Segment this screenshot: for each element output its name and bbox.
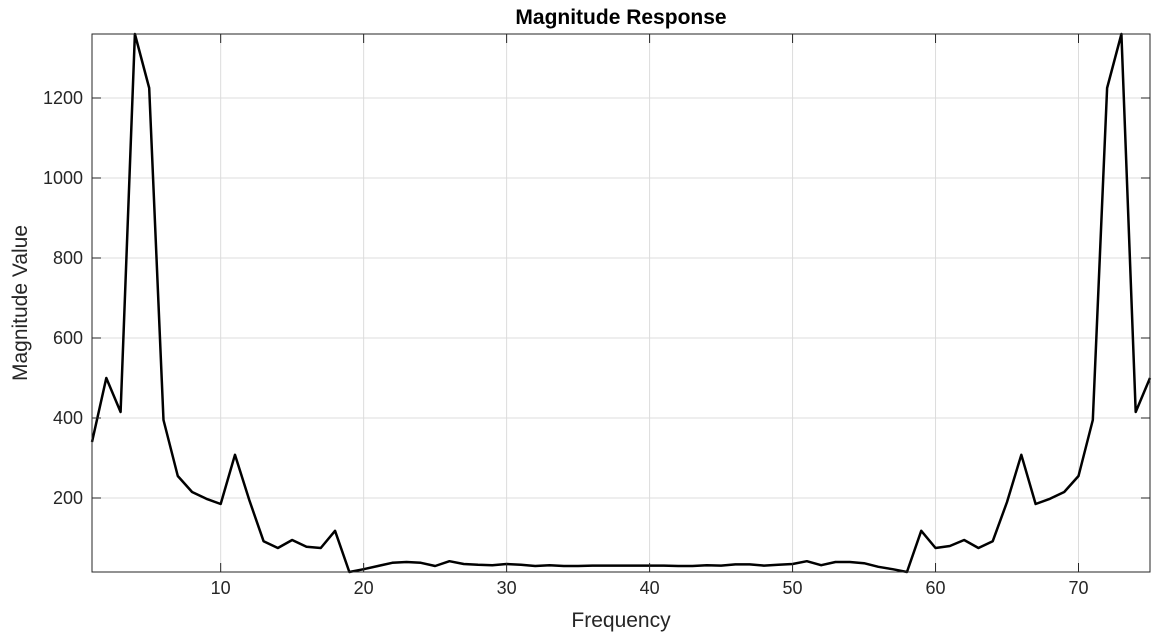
grid: [92, 34, 1150, 572]
y-axis-ticks: 200 400 600 800 1000 1200: [43, 88, 1150, 508]
plot-frame: [91, 33, 1151, 573]
x-tick-label: 30: [497, 578, 517, 598]
x-tick-label: 10: [211, 578, 231, 598]
x-tick-label: 20: [354, 578, 374, 598]
y-tick-label: 800: [53, 248, 83, 268]
y-tick-label: 200: [53, 488, 83, 508]
y-tick-label: 600: [53, 328, 83, 348]
magnitude-series-line: [90, 32, 1152, 574]
x-tick-label: 50: [783, 578, 803, 598]
x-tick-label: 60: [926, 578, 946, 598]
y-axis-label: Magnitude Value: [9, 225, 32, 381]
x-axis-ticks: 10 20 30 40 50 60 70: [211, 34, 1089, 598]
y-tick-label: 1000: [43, 168, 83, 188]
x-tick-label: 40: [640, 578, 660, 598]
series-group: [90, 32, 1152, 574]
x-axis-label: Frequency: [571, 609, 671, 632]
y-tick-label: 1200: [43, 88, 83, 108]
x-tick-label: 70: [1068, 578, 1088, 598]
chart-title: Magnitude Response: [515, 6, 726, 29]
y-tick-label: 400: [53, 408, 83, 428]
